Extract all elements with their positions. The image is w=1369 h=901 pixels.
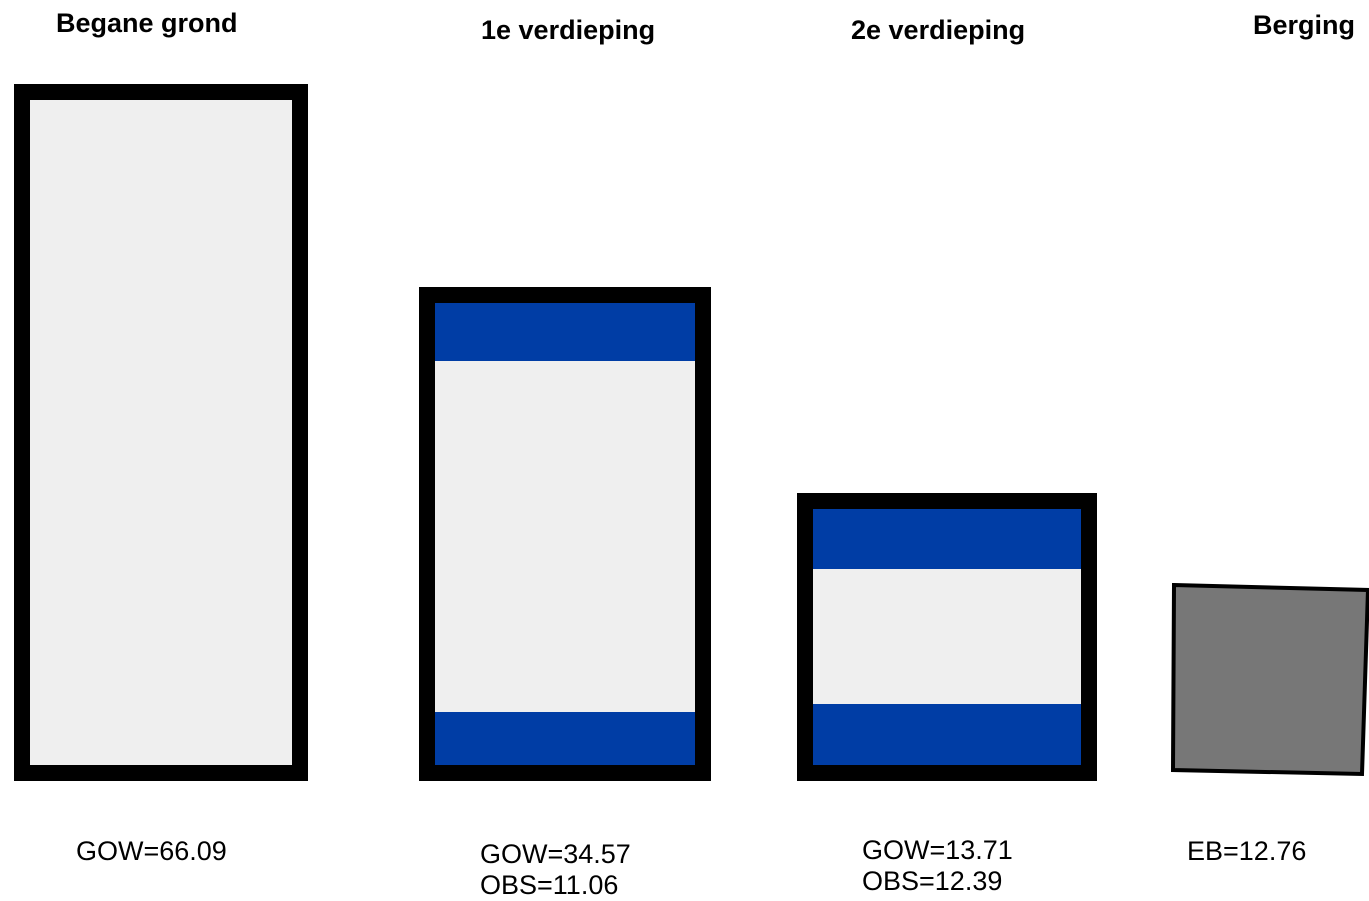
area-label-begane-grond: GOW=66.09 — [76, 836, 227, 867]
obs-stripe-bottom — [813, 704, 1081, 765]
eb-value: EB=12.76 — [1187, 836, 1307, 866]
gow-value: GOW=34.57 — [480, 839, 631, 869]
floor-title-1e-verdieping: 1e verdieping — [481, 15, 656, 45]
area-label-berging: EB=12.76 — [1187, 836, 1306, 867]
obs-value: OBS=11.06 — [480, 870, 619, 900]
floor-box-2e-verdieping — [797, 493, 1097, 781]
obs-stripe-top — [813, 509, 1081, 569]
floor-box-begane-grond — [14, 84, 308, 781]
obs-stripe-bottom — [435, 712, 695, 765]
obs-value: OBS=12.39 — [862, 866, 1003, 896]
floor-title-berging: Berging — [1253, 10, 1356, 40]
gow-value: GOW=66.09 — [76, 836, 227, 866]
obs-stripe-top — [435, 303, 695, 361]
floor-box-1e-verdieping — [419, 287, 711, 781]
area-label-2e-verdieping: GOW=13.71 OBS=12.39 — [862, 835, 1013, 897]
floor-title-begane-grond: Begane grond — [56, 8, 238, 38]
floor-title-2e-verdieping: 2e verdieping — [851, 15, 1026, 45]
gow-value: GOW=13.71 — [862, 835, 1013, 865]
area-label-1e-verdieping: GOW=34.57 OBS=11.06 — [480, 839, 631, 901]
